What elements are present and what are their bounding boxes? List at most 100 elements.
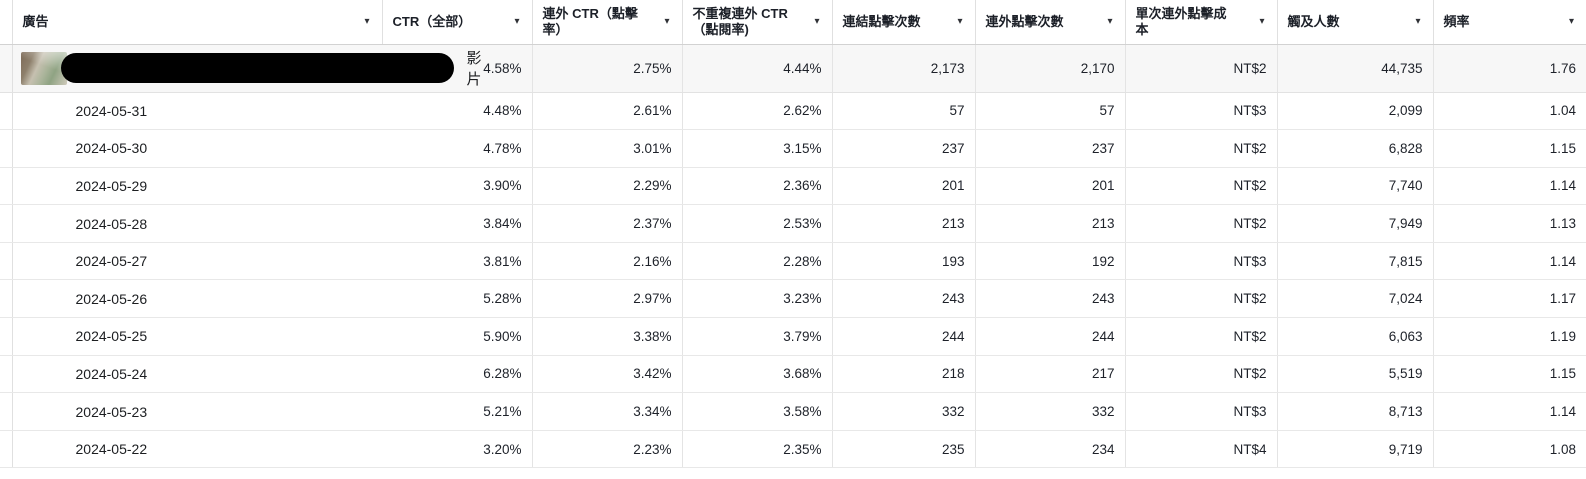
metric-outbound-clicks: 244: [975, 317, 1126, 356]
column-menu-caret-icon[interactable]: ▾: [1259, 15, 1265, 27]
metric-link-clicks: 332: [832, 392, 976, 431]
ad-summary-row: 影片 4.58% 2.75% 4.44% 2,173 2,170 NT$2 44…: [0, 44, 1586, 93]
metric-ctr-all: 3.81%: [382, 242, 533, 281]
metric-outbound-ctr: 2.97%: [532, 279, 683, 319]
metric-outbound-clicks: 234: [975, 430, 1126, 469]
ad-name-link[interactable]: 影片: [13, 47, 482, 89]
metric-outbound-clicks: 237: [975, 129, 1126, 168]
metric-unique-outbound-ctr: 2.53%: [682, 204, 833, 243]
column-menu-caret-icon[interactable]: ▾: [957, 15, 963, 27]
metric-cost-per-outbound-click: NT$2: [1125, 279, 1278, 319]
column-header-ad[interactable]: 廣告 ▾: [12, 0, 383, 45]
column-label: 連外點擊次數: [985, 13, 1064, 29]
table-header-row: 廣告 ▾ CTR（全部） ▾ 連外 CTR（點擊率） ▾ 不重複連外 CTR（點…: [0, 0, 1586, 45]
metric-unique-outbound-ctr: 2.28%: [682, 242, 833, 281]
metric-outbound-ctr: 2.16%: [532, 242, 683, 281]
breakdown-date-cell: 2024-05-27: [12, 242, 382, 281]
metric-outbound-clicks: 201: [975, 167, 1126, 206]
metric-unique-outbound-ctr: 2.62%: [682, 92, 833, 131]
column-header-link-clicks[interactable]: 連結點擊次數 ▾: [832, 0, 976, 45]
column-label: 連結點擊次數: [842, 13, 921, 29]
breakdown-date-row: 2024-05-24 6.28% 3.42% 3.68% 218 217 NT$…: [0, 355, 1586, 394]
metric-unique-outbound-ctr: 2.35%: [682, 430, 833, 469]
column-label: 不重複連外 CTR（點閱率): [692, 5, 788, 37]
column-menu-caret-icon[interactable]: ▾: [514, 15, 520, 27]
column-header-unique-outbound-ctr[interactable]: 不重複連外 CTR（點閱率) ▾: [682, 0, 833, 45]
breakdown-date-row: 2024-05-31 4.48% 2.61% 2.62% 57 57 NT$3 …: [0, 92, 1586, 131]
breakdown-date-cell: 2024-05-30: [12, 129, 382, 168]
metric-frequency: 1.15: [1433, 129, 1586, 168]
metric-link-clicks: 235: [832, 430, 976, 469]
metric-unique-outbound-ctr: 3.58%: [682, 392, 833, 431]
metric-link-clicks: 57: [832, 92, 976, 131]
metric-reach: 5,519: [1277, 355, 1434, 394]
metric-outbound-clicks: 2,170: [975, 44, 1126, 93]
metric-reach: 6,063: [1277, 317, 1434, 356]
metric-outbound-clicks: 213: [975, 204, 1126, 243]
column-menu-caret-icon[interactable]: ▾: [1415, 15, 1421, 27]
breakdown-date-cell: 2024-05-25: [12, 317, 382, 356]
metric-ctr-all: 5.90%: [382, 317, 533, 356]
column-header-outbound-ctr[interactable]: 連外 CTR（點擊率） ▾: [532, 0, 683, 45]
metric-reach: 7,024: [1277, 279, 1434, 319]
column-menu-caret-icon[interactable]: ▾: [1107, 15, 1113, 27]
column-header-cost-per-outbound-click[interactable]: 單次連外點擊成本 ▾: [1125, 0, 1278, 45]
metric-frequency: 1.17: [1433, 279, 1586, 319]
column-menu-caret-icon[interactable]: ▾: [814, 15, 820, 27]
metric-outbound-ctr: 2.23%: [532, 430, 683, 469]
breakdown-date-row: 2024-05-30 4.78% 3.01% 3.15% 237 237 NT$…: [0, 129, 1586, 168]
breakdown-date-row: 2024-05-25 5.90% 3.38% 3.79% 244 244 NT$…: [0, 317, 1586, 356]
metric-unique-outbound-ctr: 3.68%: [682, 355, 833, 394]
metric-cost-per-outbound-click: NT$4: [1125, 430, 1278, 469]
row-gutter: [0, 279, 13, 319]
metric-cost-per-outbound-click: NT$3: [1125, 392, 1278, 431]
column-label: 觸及人數: [1287, 13, 1340, 29]
ads-report-table: 廣告 ▾ CTR（全部） ▾ 連外 CTR（點擊率） ▾ 不重複連外 CTR（點…: [0, 0, 1586, 469]
metric-frequency: 1.19: [1433, 317, 1586, 356]
column-header-ctr-all[interactable]: CTR（全部） ▾: [382, 0, 533, 45]
metric-frequency: 1.08: [1433, 430, 1586, 469]
column-label: CTR（全部）: [392, 13, 472, 29]
metric-frequency: 1.14: [1433, 167, 1586, 206]
metric-ctr-all: 5.21%: [382, 392, 533, 431]
metric-ctr-all: 3.90%: [382, 167, 533, 206]
metric-ctr-all: 3.84%: [382, 204, 533, 243]
metric-outbound-ctr: 2.29%: [532, 167, 683, 206]
column-menu-caret-icon[interactable]: ▾: [364, 15, 370, 27]
breakdown-date-cell: 2024-05-22: [12, 430, 382, 469]
ad-thumbnail[interactable]: [20, 51, 67, 85]
metric-ctr-all: 4.48%: [382, 92, 533, 131]
metric-outbound-clicks: 243: [975, 279, 1126, 319]
metric-link-clicks: 201: [832, 167, 976, 206]
metric-outbound-clicks: 217: [975, 355, 1126, 394]
metric-ctr-all: 5.28%: [382, 279, 533, 319]
row-gutter: [0, 92, 13, 131]
metric-frequency: 1.14: [1433, 392, 1586, 431]
metric-link-clicks: 237: [832, 129, 976, 168]
breakdown-date-row: 2024-05-26 5.28% 2.97% 3.23% 243 243 NT$…: [0, 279, 1586, 319]
row-gutter: [0, 242, 13, 281]
row-gutter: [0, 317, 13, 356]
ad-name-suffix: 影片: [466, 50, 482, 88]
metric-outbound-ctr: 2.37%: [532, 204, 683, 243]
row-gutter: [0, 167, 13, 206]
ad-name-cell: 影片: [12, 44, 482, 93]
metric-cost-per-outbound-click: NT$2: [1125, 129, 1278, 168]
breakdown-date-cell: 2024-05-31: [12, 92, 382, 131]
column-menu-caret-icon[interactable]: ▾: [664, 15, 670, 27]
breakdown-date-cell: 2024-05-26: [12, 279, 382, 319]
column-label: 單次連外點擊成本: [1135, 5, 1227, 37]
metric-outbound-clicks: 332: [975, 392, 1126, 431]
metric-unique-outbound-ctr: 3.15%: [682, 129, 833, 168]
metric-reach: 7,815: [1277, 242, 1434, 281]
header-gutter: [0, 0, 13, 45]
breakdown-date-row: 2024-05-27 3.81% 2.16% 2.28% 193 192 NT$…: [0, 242, 1586, 281]
column-label: 頻率: [1443, 13, 1470, 29]
column-header-frequency[interactable]: 頻率 ▾: [1433, 0, 1586, 45]
column-header-reach[interactable]: 觸及人數 ▾: [1277, 0, 1434, 45]
breakdown-date-row: 2024-05-28 3.84% 2.37% 2.53% 213 213 NT$…: [0, 204, 1586, 243]
metric-frequency: 1.76: [1433, 44, 1586, 93]
column-menu-caret-icon[interactable]: ▾: [1568, 15, 1574, 27]
metric-reach: 9,719: [1277, 430, 1434, 469]
column-header-outbound-clicks[interactable]: 連外點擊次數 ▾: [975, 0, 1126, 45]
